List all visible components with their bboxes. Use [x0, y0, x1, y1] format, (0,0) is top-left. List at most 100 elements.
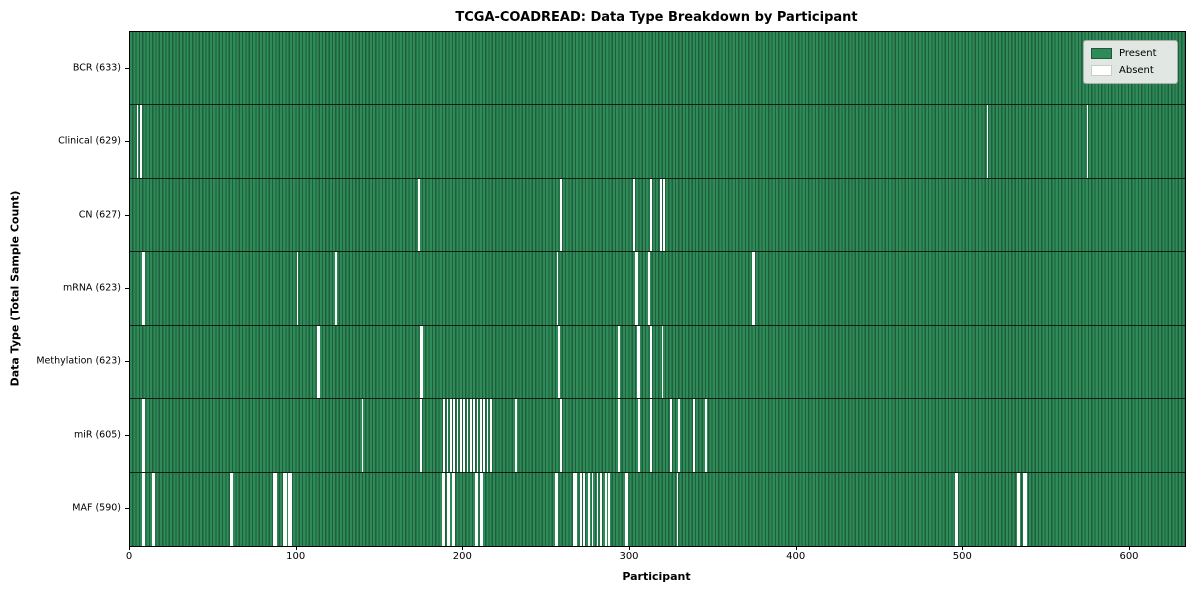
absent-stripe: [450, 399, 452, 472]
plot-area: [129, 31, 1186, 547]
absent-stripe: [453, 399, 456, 472]
chart-title: TCGA-COADREAD: Data Type Breakdown by Pa…: [455, 10, 858, 25]
absent-stripe: [1016, 472, 1019, 546]
absent-stripe: [476, 472, 479, 546]
absent-stripe: [635, 252, 637, 325]
absent-stripe: [608, 472, 611, 546]
legend-absent-swatch: [1091, 65, 1112, 76]
absent-stripe: [626, 472, 629, 546]
legend: Present Absent: [1083, 40, 1178, 84]
absent-stripe: [573, 472, 576, 546]
absent-stripe: [448, 472, 451, 546]
y-tick-mark: [125, 67, 129, 69]
absent-stripe: [480, 399, 482, 472]
row-label-maf: MAF (590): [72, 502, 121, 514]
absent-stripe: [560, 178, 562, 252]
heatmap-row-cn: [130, 178, 1185, 253]
absent-stripe: [285, 472, 287, 546]
absent-stripe: [420, 325, 422, 399]
row-label-clinical: Clinical (629): [58, 135, 121, 147]
absent-stripe: [661, 325, 664, 399]
absent-stripe: [678, 399, 681, 472]
absent-stripe: [288, 472, 291, 546]
absent-stripe: [283, 472, 286, 546]
absent-stripe: [361, 399, 364, 472]
absent-stripe: [451, 472, 454, 546]
absent-stripe: [231, 472, 234, 546]
absent-stripe: [316, 325, 319, 399]
absent-stripe: [648, 252, 651, 325]
x-tick-label: 300: [619, 551, 639, 562]
x-tick-mark: [295, 546, 297, 550]
absent-stripe: [318, 325, 321, 399]
x-tick-mark: [629, 546, 630, 550]
absent-stripe: [456, 399, 459, 472]
absent-stripe: [418, 178, 421, 252]
absent-stripe: [636, 325, 639, 399]
absent-stripe: [151, 472, 154, 546]
absent-stripe: [141, 399, 144, 472]
absent-stripe: [660, 178, 662, 252]
absent-stripe: [136, 105, 139, 178]
absent-stripe: [453, 472, 456, 546]
absent-stripe: [638, 399, 641, 472]
x-tick-label: 500: [952, 551, 972, 562]
absent-stripe: [618, 325, 621, 399]
absent-stripe: [618, 399, 621, 472]
legend-absent-label: Absent: [1119, 65, 1154, 76]
row-label-cn: CN (627): [78, 209, 121, 221]
absent-stripe: [591, 472, 594, 546]
absent-stripe: [475, 472, 477, 546]
absent-stripe: [483, 399, 486, 472]
y-tick-mark: [125, 361, 129, 363]
y-axis-label: Data Type (Total Sample Count): [8, 190, 22, 387]
x-tick-mark: [462, 546, 464, 550]
y-tick-mark: [125, 508, 129, 510]
absent-stripe: [446, 472, 449, 546]
absent-stripe: [956, 472, 959, 546]
absent-stripe: [476, 399, 479, 472]
absent-stripe: [290, 472, 292, 546]
absent-stripe: [751, 252, 754, 325]
row-label-mir: miR (605): [73, 429, 121, 441]
absent-stripe: [275, 472, 277, 546]
absent-stripe: [143, 399, 146, 472]
absent-stripe: [1018, 472, 1021, 546]
absent-stripe: [480, 472, 482, 546]
legend-entry-absent: Absent: [1091, 62, 1170, 79]
absent-stripe: [625, 472, 627, 546]
absent-stripe: [141, 252, 144, 325]
absent-stripe: [556, 252, 559, 325]
absent-stripe: [670, 399, 672, 472]
x-tick-label: 600: [1119, 551, 1139, 562]
absent-stripe: [986, 105, 989, 178]
y-tick-mark: [125, 214, 129, 216]
absent-stripe: [583, 472, 586, 546]
absent-stripe: [753, 252, 756, 325]
absent-stripe: [633, 178, 636, 252]
absent-stripe: [466, 399, 469, 472]
absent-stripe: [693, 399, 696, 472]
heatmap-row-methylation: [130, 325, 1185, 400]
y-tick-mark: [125, 434, 129, 436]
row-label-bcr: BCR (633): [72, 62, 121, 74]
absent-stripe: [473, 399, 476, 472]
x-tick-label: 0: [125, 551, 133, 562]
absent-stripe: [955, 472, 957, 546]
absent-stripe: [605, 472, 607, 546]
x-tick-mark: [1129, 546, 1130, 550]
absent-stripe: [676, 472, 679, 546]
heatmap-row-mir: [130, 399, 1185, 473]
x-tick-label: 100: [286, 551, 306, 562]
absent-stripe: [140, 105, 142, 178]
absent-stripe: [600, 472, 602, 546]
x-tick-label: 200: [452, 551, 472, 562]
absent-stripe: [296, 252, 299, 325]
absent-stripe: [481, 472, 484, 546]
absent-stripe: [470, 399, 472, 472]
absent-stripe: [141, 472, 144, 546]
absent-stripe: [650, 399, 652, 472]
absent-stripe: [441, 472, 444, 546]
absent-stripe: [555, 472, 557, 546]
x-tick-mark: [962, 546, 964, 550]
